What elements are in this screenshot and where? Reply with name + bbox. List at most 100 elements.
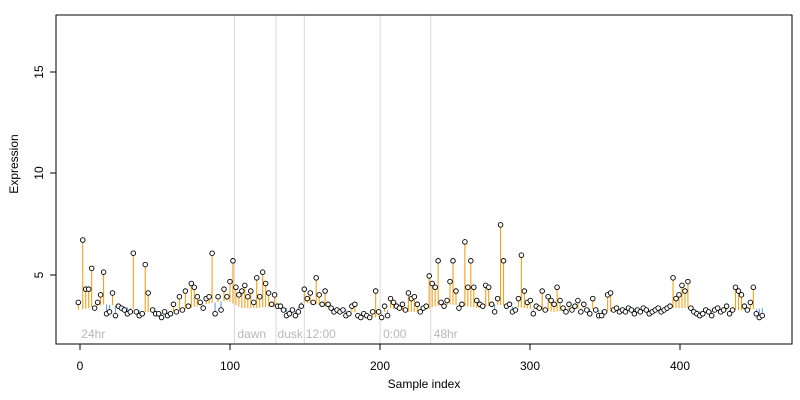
- y-axis-label: Expression: [7, 134, 21, 193]
- data-point-139: [491, 309, 498, 315]
- x-tick-label-300: 300: [520, 359, 540, 373]
- data-point-146: [512, 307, 519, 313]
- data-point-47: [218, 307, 224, 313]
- data-point-114: [417, 309, 424, 315]
- data-point-129: [462, 239, 468, 245]
- data-point-101: [378, 314, 385, 321]
- data-point-40: [197, 299, 203, 306]
- data-point-113: [414, 301, 421, 308]
- data-point-33: [176, 293, 183, 300]
- data-point-225: [747, 299, 754, 306]
- data-point-108: [399, 301, 406, 308]
- data-point-152: [530, 310, 537, 317]
- data-point-161: [557, 297, 563, 304]
- data-point-32: [173, 309, 180, 315]
- data-point-11: [109, 290, 116, 296]
- data-point-88: [340, 307, 346, 313]
- data-point-75: [301, 286, 308, 292]
- data-point-190: [643, 307, 650, 313]
- data-point-222: [738, 292, 745, 298]
- data-point-120: [435, 258, 441, 264]
- data-point-173: [592, 307, 599, 313]
- data-point-22: [142, 261, 148, 268]
- y-tick-label-10: 10: [32, 166, 46, 180]
- data-point-194: [655, 305, 661, 311]
- data-point-160: [554, 284, 560, 291]
- data-point-180: [613, 305, 620, 311]
- data-point-200: [673, 295, 679, 302]
- data-point-103: [384, 312, 391, 319]
- region-label-0: 24hr: [81, 327, 105, 341]
- data-point-224: [744, 307, 751, 313]
- data-point-65: [271, 292, 278, 298]
- data-point-68: [280, 307, 287, 313]
- data-point-78: [310, 299, 316, 306]
- data-point-18: [130, 250, 137, 256]
- data-point-123: [444, 297, 450, 304]
- x-tick-label-200: 200: [370, 359, 390, 373]
- data-point-104: [387, 295, 394, 302]
- data-point-107: [396, 305, 403, 311]
- data-point-175: [598, 312, 605, 319]
- data-point-144: [506, 301, 513, 308]
- x-tick-label-0: 0: [77, 359, 84, 373]
- data-point-26: [155, 310, 162, 317]
- data-point-171: [587, 310, 593, 317]
- data-point-50: [227, 278, 233, 285]
- data-point-141: [497, 222, 504, 228]
- data-point-82: [322, 288, 328, 294]
- data-point-155: [539, 288, 545, 294]
- data-point-154: [536, 305, 542, 311]
- data-point-110: [405, 290, 412, 296]
- data-point-57: [248, 288, 254, 294]
- data-point-176: [601, 309, 608, 315]
- data-point-162: [560, 305, 566, 311]
- data-point-132: [471, 284, 477, 291]
- data-point-214: [714, 305, 721, 311]
- data-point-178: [607, 290, 614, 296]
- data-point-37: [188, 280, 195, 287]
- data-point-99: [372, 288, 379, 294]
- data-point-185: [628, 307, 635, 313]
- data-point-221: [735, 288, 742, 294]
- region-label-3: 12:00: [306, 327, 336, 341]
- data-point-62: [262, 280, 269, 287]
- x-tick-label-400: 400: [670, 359, 690, 373]
- data-point-51: [230, 258, 236, 264]
- data-point-122: [441, 303, 447, 309]
- data-point-36: [185, 303, 192, 309]
- data-point-24: [149, 307, 156, 313]
- data-point-119: [432, 284, 438, 291]
- data-point-10: [106, 309, 113, 315]
- data-point-166: [572, 303, 578, 309]
- data-point-118: [429, 280, 435, 287]
- data-point-124: [447, 278, 453, 285]
- data-point-43: [206, 293, 212, 300]
- data-point-12: [112, 312, 119, 319]
- data-point-55: [242, 282, 248, 289]
- data-point-8: [100, 269, 107, 275]
- data-point-125: [450, 258, 456, 264]
- data-point-3: [85, 286, 92, 292]
- data-point-211: [705, 309, 712, 315]
- data-point-53: [236, 292, 242, 298]
- data-point-204: [685, 278, 691, 285]
- data-point-127: [456, 305, 462, 311]
- data-point-45: [212, 310, 218, 317]
- data-point-170: [584, 307, 590, 313]
- data-point-44: [209, 250, 215, 256]
- data-point-188: [637, 309, 644, 315]
- data-point-4: [88, 265, 95, 272]
- plot-area: 24hr dawn dusk 12:00 0:00 48hr: [75, 15, 766, 344]
- region-label-2: dusk: [278, 327, 304, 341]
- y-tick-label-5: 5: [32, 271, 46, 278]
- data-point-126: [453, 288, 459, 294]
- data-point-5: [91, 305, 98, 311]
- data-point-158: [548, 297, 554, 304]
- data-point-46: [215, 293, 221, 300]
- data-point-35: [182, 288, 189, 294]
- data-point-220: [732, 284, 739, 291]
- data-point-0: [75, 299, 82, 306]
- region-label-5: 48hr: [434, 327, 458, 341]
